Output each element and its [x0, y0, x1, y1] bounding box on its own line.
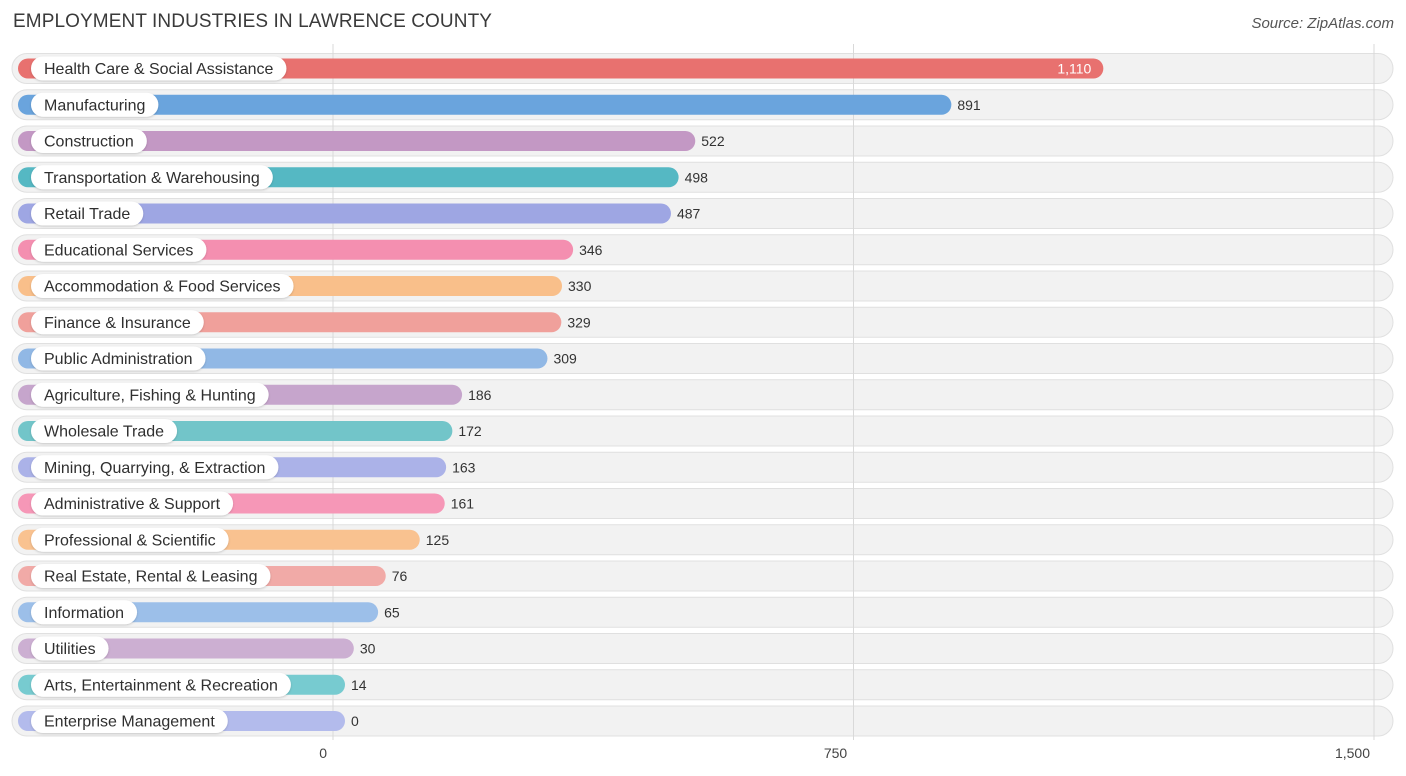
- category-label: Public Administration: [44, 351, 193, 368]
- source-label: Source: ZipAtlas.com: [1251, 15, 1394, 32]
- value-label: 172: [458, 423, 482, 439]
- category-label: Real Estate, Rental & Leasing: [44, 569, 257, 586]
- category-label-pill: [31, 346, 206, 371]
- category-label: Manufacturing: [44, 97, 145, 114]
- value-label: 891: [957, 97, 981, 113]
- row-track: [11, 633, 1394, 664]
- category-label: Retail Trade: [44, 206, 130, 223]
- category-label: Construction: [44, 134, 134, 151]
- value-label: 498: [685, 169, 709, 185]
- x-tick-label: 1,500: [1335, 745, 1370, 761]
- category-label: Professional & Scientific: [44, 532, 216, 549]
- value-label: 346: [579, 242, 603, 258]
- value-label: 161: [451, 496, 475, 512]
- value-label: 125: [426, 532, 450, 548]
- category-label: Administrative & Support: [44, 496, 221, 513]
- category-label-pill: [31, 491, 234, 516]
- category-label-pill: [31, 129, 147, 153]
- category-label-pill: [31, 274, 294, 298]
- category-label-pill: [31, 56, 287, 81]
- category-label: Utilities: [44, 641, 96, 658]
- category-label: Health Care & Social Assistance: [44, 61, 274, 78]
- category-label: Accommodation & Food Services: [44, 279, 281, 296]
- value-label: 163: [452, 459, 476, 475]
- category-label-pill: [31, 201, 144, 226]
- category-label-pill: [31, 709, 228, 733]
- category-label: Arts, Entertainment & Recreation: [44, 677, 278, 694]
- bar[interactable]: [18, 203, 671, 224]
- value-label: 1,110: [1057, 61, 1091, 77]
- bar[interactable]: [18, 94, 952, 115]
- category-label-pill: [31, 455, 279, 480]
- value-label: 487: [677, 206, 701, 222]
- category-label-pill: [31, 527, 229, 552]
- x-tick-label: 0: [319, 745, 327, 761]
- value-label: 65: [384, 604, 400, 620]
- category-label: Wholesale Trade: [44, 424, 164, 441]
- category-label-pill: [31, 237, 207, 262]
- category-label-pill: [31, 636, 109, 661]
- chart-title: EMPLOYMENT INDUSTRIES IN LAWRENCE COUNTY: [13, 11, 493, 32]
- category-label: Finance & Insurance: [44, 315, 191, 332]
- value-label: 329: [567, 314, 591, 330]
- row-track: [11, 705, 1394, 737]
- value-label: 30: [360, 641, 376, 657]
- category-label: Enterprise Management: [44, 714, 215, 731]
- value-label: 76: [392, 568, 408, 584]
- category-label: Transportation & Warehousing: [44, 170, 260, 187]
- value-label: 309: [553, 351, 577, 367]
- bar[interactable]: [18, 58, 1104, 79]
- category-label-pill: [31, 564, 271, 588]
- category-label-pill: [31, 672, 291, 697]
- category-label-pill: [31, 419, 178, 443]
- category-label-pill: [31, 165, 273, 190]
- value-label: 330: [568, 278, 592, 294]
- x-tick-label: 750: [824, 745, 848, 761]
- category-label: Educational Services: [44, 242, 193, 259]
- category-label-pill: [31, 310, 204, 335]
- category-label-pill: [31, 382, 269, 407]
- value-label: 522: [701, 133, 725, 149]
- category-label-pill: [31, 600, 138, 625]
- value-label: 14: [351, 677, 367, 693]
- value-label: 186: [468, 387, 492, 403]
- category-label: Agriculture, Fishing & Hunting: [44, 387, 256, 404]
- category-label-pill: [31, 92, 159, 117]
- bar[interactable]: [18, 131, 696, 151]
- value-label: 0: [351, 713, 359, 729]
- category-label: Mining, Quarrying, & Extraction: [44, 460, 265, 477]
- row-track: [11, 669, 1394, 701]
- category-label: Information: [44, 605, 124, 622]
